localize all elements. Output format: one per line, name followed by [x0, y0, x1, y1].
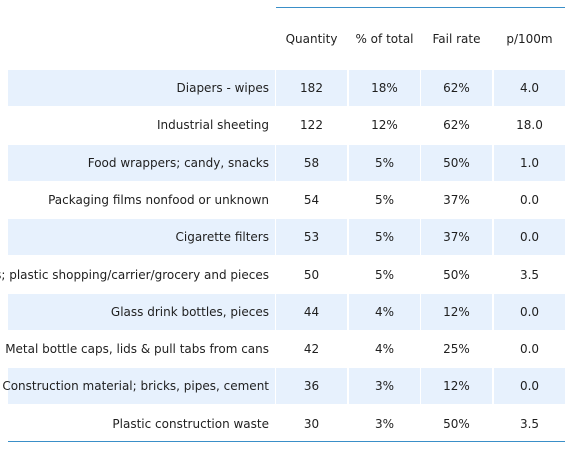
percent-total-cell: 4%	[349, 331, 420, 367]
table-row: Construction material; bricks, pipes, ce…	[8, 368, 565, 404]
fail-rate-cell: 37%	[421, 182, 492, 218]
fail-rate-cell: 50%	[421, 406, 492, 442]
row-label-cell: Plastic construction waste	[8, 406, 275, 442]
quantity-cell: 54	[276, 182, 347, 218]
fail-rate-cell: 50%	[421, 257, 492, 293]
table-row: Bags; plastic shopping/carrier/grocery a…	[8, 257, 565, 293]
fail-rate-cell: 12%	[421, 294, 492, 330]
quantity-cell: 53	[276, 219, 347, 255]
p100m-cell: 3.5	[494, 257, 565, 293]
p100m-cell: 0.0	[494, 219, 565, 255]
table-row: Diapers - wipes 182 18% 62% 4.0	[8, 70, 565, 106]
row-label: Bags; plastic shopping/carrier/grocery a…	[0, 257, 269, 293]
row-label-cell: Glass drink bottles, pieces	[8, 294, 275, 330]
row-label: Construction material; bricks, pipes, ce…	[2, 368, 269, 404]
p100m-cell: 18.0	[494, 107, 565, 143]
quantity-cell: 30	[276, 406, 347, 442]
column-header-fail-rate: Fail rate	[421, 30, 492, 48]
quantity-cell: 36	[276, 368, 347, 404]
percent-total-cell: 18%	[349, 70, 420, 106]
p100m-cell: 0.0	[494, 331, 565, 367]
row-label: Plastic construction waste	[112, 406, 269, 442]
row-label-cell: Food wrappers; candy, snacks	[8, 145, 275, 181]
p100m-cell: 1.0	[494, 145, 565, 181]
percent-total-cell: 3%	[349, 368, 420, 404]
table-row: Metal bottle caps, lids & pull tabs from…	[8, 331, 565, 367]
percent-total-cell: 3%	[349, 406, 420, 442]
quantity-cell: 50	[276, 257, 347, 293]
percent-total-cell: 5%	[349, 257, 420, 293]
column-header-quantity: Quantity	[276, 30, 347, 48]
percent-total-cell: 5%	[349, 145, 420, 181]
table-top-rule	[276, 7, 565, 8]
p100m-cell: 4.0	[494, 70, 565, 106]
fail-rate-cell: 62%	[421, 70, 492, 106]
p100m-cell: 0.0	[494, 182, 565, 218]
row-label-cell: Packaging films nonfood or unknown	[8, 182, 275, 218]
fail-rate-cell: 62%	[421, 107, 492, 143]
fail-rate-cell: 25%	[421, 331, 492, 367]
row-label-cell: Metal bottle caps, lids & pull tabs from…	[8, 331, 275, 367]
table-row: Glass drink bottles, pieces 44 4% 12% 0.0	[8, 294, 565, 330]
fail-rate-cell: 12%	[421, 368, 492, 404]
row-label: Food wrappers; candy, snacks	[88, 145, 269, 181]
quantity-cell: 44	[276, 294, 347, 330]
row-label-cell: Diapers - wipes	[8, 70, 275, 106]
percent-total-cell: 5%	[349, 219, 420, 255]
row-label: Glass drink bottles, pieces	[111, 294, 269, 330]
row-label: Industrial sheeting	[157, 107, 269, 143]
percent-total-cell: 12%	[349, 107, 420, 143]
fail-rate-cell: 50%	[421, 145, 492, 181]
percent-total-cell: 5%	[349, 182, 420, 218]
quantity-cell: 42	[276, 331, 347, 367]
table-bottom-rule	[8, 441, 565, 442]
p100m-cell: 3.5	[494, 406, 565, 442]
p100m-cell: 0.0	[494, 368, 565, 404]
row-label-cell: Industrial sheeting	[8, 107, 275, 143]
quantity-cell: 122	[276, 107, 347, 143]
table-row: Industrial sheeting 122 12% 62% 18.0	[8, 107, 565, 143]
row-label: Diapers - wipes	[177, 70, 269, 106]
row-label-cell: Construction material; bricks, pipes, ce…	[8, 368, 275, 404]
percent-total-cell: 4%	[349, 294, 420, 330]
table-row: Plastic construction waste 30 3% 50% 3.5	[8, 406, 565, 442]
row-label: Cigarette filters	[175, 219, 269, 255]
table-row: Packaging films nonfood or unknown 54 5% 37…	[8, 182, 565, 218]
row-label-cell: Cigarette filters	[8, 219, 275, 255]
quantity-cell: 182	[276, 70, 347, 106]
row-label-cell: Bags; plastic shopping/carrier/grocery a…	[8, 257, 275, 293]
row-label: Packaging films nonfood or unknown	[48, 182, 269, 218]
column-header-percent-total: % of total	[349, 30, 420, 48]
table-row: Cigarette filters 53 5% 37% 0.0	[8, 219, 565, 255]
column-header-p100m: p/100m	[494, 30, 565, 48]
quantity-cell: 58	[276, 145, 347, 181]
p100m-cell: 0.0	[494, 294, 565, 330]
table-row: Food wrappers; candy, snacks 58 5% 50% 1.0	[8, 145, 565, 181]
row-label: Metal bottle caps, lids & pull tabs from…	[5, 331, 269, 367]
fail-rate-cell: 37%	[421, 219, 492, 255]
